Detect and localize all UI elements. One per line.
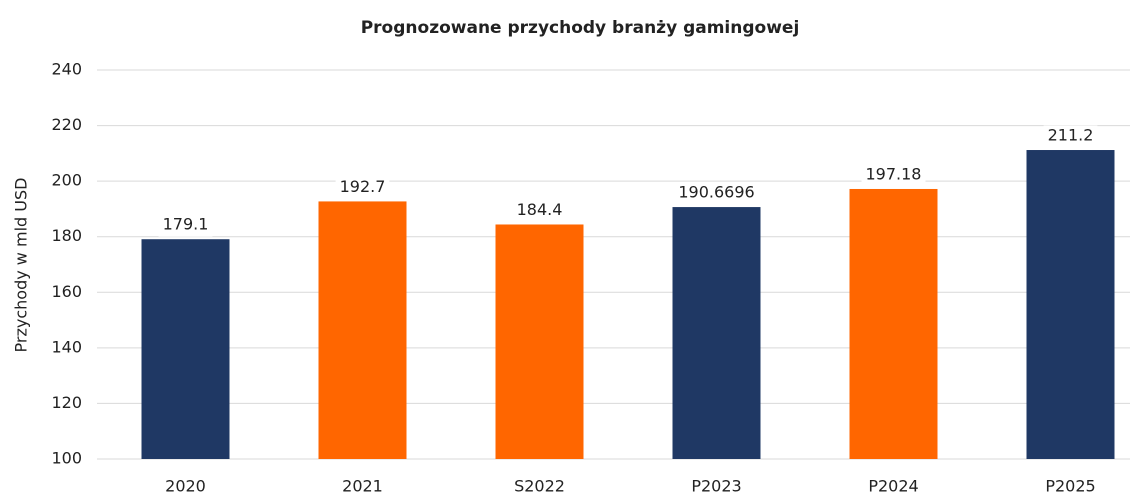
x-tick-label: P2024: [868, 477, 918, 496]
data-label-bg: [335, 176, 390, 199]
y-tick-label: 160: [51, 282, 82, 301]
data-label-bg: [1043, 125, 1098, 148]
x-tick-label: 2021: [342, 477, 383, 496]
y-tick-label: 200: [51, 171, 82, 190]
y-tick-label: 140: [51, 337, 82, 356]
bar: [849, 188, 938, 459]
x-tick-label: S2022: [514, 477, 565, 496]
y-tick-label: 100: [51, 449, 82, 468]
data-label-bg: [674, 182, 759, 205]
data-label: 184.4: [517, 200, 563, 219]
bar: [1026, 150, 1115, 459]
y-tick-label: 120: [51, 393, 82, 412]
data-label-bg: [158, 214, 213, 237]
x-tick-label: P2023: [691, 477, 741, 496]
bar: [141, 239, 230, 459]
y-tick-label: 220: [51, 115, 82, 134]
x-tick-label: P2025: [1045, 477, 1095, 496]
bar: [318, 201, 407, 459]
bar: [495, 224, 584, 459]
chart-title: Prognozowane przychody branży gamingowej: [361, 18, 800, 38]
data-label: 179.1: [163, 215, 209, 234]
x-tick-label: 2020: [165, 477, 206, 496]
data-label: 190.6696: [678, 183, 754, 202]
data-label-bg: [861, 164, 926, 187]
data-label: 192.7: [340, 177, 386, 196]
data-label-bg: [512, 199, 567, 222]
y-tick-label: 240: [51, 60, 82, 79]
data-label: 211.2: [1048, 126, 1094, 145]
y-axis-label: Przychody w mld USD: [12, 178, 31, 353]
data-label: 197.18: [866, 164, 922, 183]
bar: [672, 207, 761, 459]
y-tick-label: 180: [51, 226, 82, 245]
